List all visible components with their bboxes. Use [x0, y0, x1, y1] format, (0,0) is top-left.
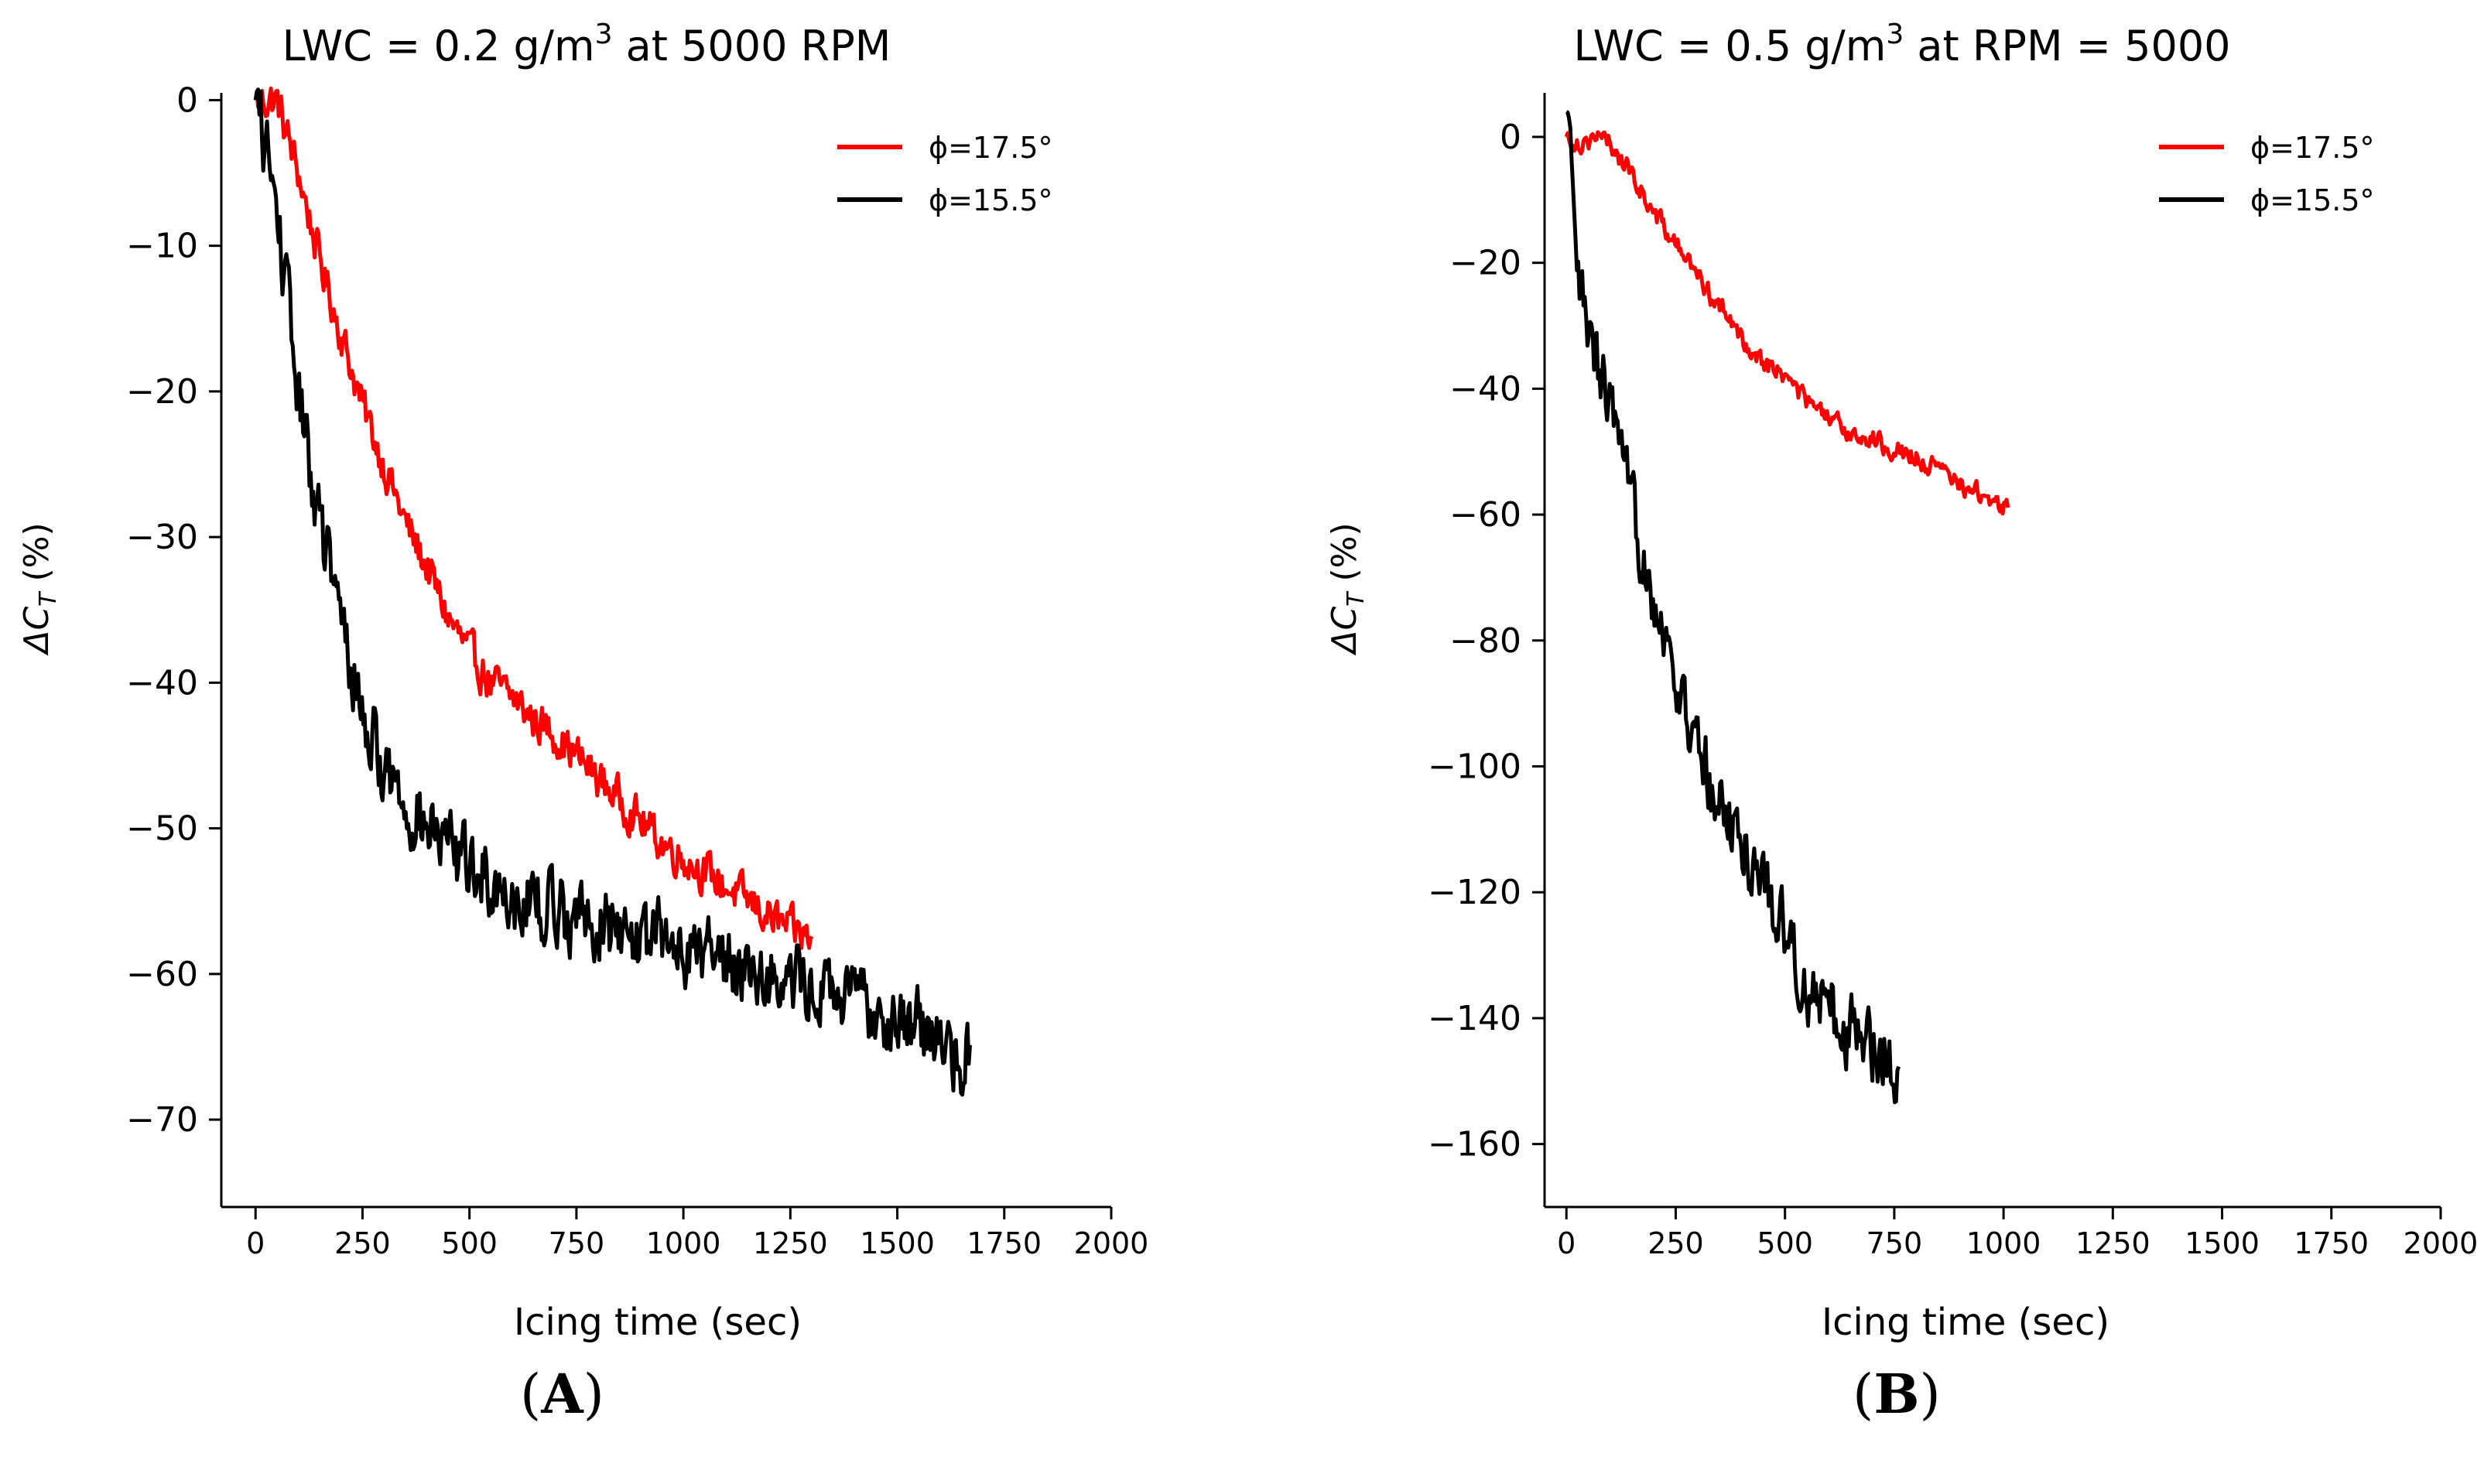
y-tick-label: −40 [126, 663, 198, 703]
y-tick-label: −160 [1428, 1125, 1521, 1164]
legend-a: ϕ=17.5° ϕ=15.5° [837, 131, 1053, 217]
x-tick-label: 1250 [753, 1226, 828, 1260]
x-tick-label: 1500 [860, 1226, 935, 1260]
x-tick-label: 0 [1557, 1226, 1576, 1260]
x-tick-label: 750 [549, 1226, 605, 1260]
y-tick-label: −70 [126, 1100, 198, 1140]
x-tick-label: 2000 [1074, 1226, 1149, 1260]
chart-panel-a: LWC = 0.2 g/m3 at 5000 RPM ΔCT (%) Icing… [17, 19, 1148, 1344]
y-tick-label: −30 [126, 518, 198, 557]
y-tick-label: 0 [1500, 118, 1521, 157]
y-tick-label: −20 [1449, 244, 1521, 283]
axes-b [1543, 93, 2441, 1209]
y-tick-label: −60 [126, 955, 198, 994]
chart-title-a: LWC = 0.2 g/m3 at 5000 RPM [282, 19, 891, 70]
y-tick-label: −120 [1428, 873, 1521, 912]
legend-label-phi-17-5-a: ϕ=17.5° [929, 131, 1053, 165]
y-tick-label: −100 [1428, 747, 1521, 787]
x-tick-label: 1750 [2294, 1226, 2369, 1260]
ticks-b: 0 250 500 750 1000 1250 1500 1750 2000 0 −20 −40 −60… [1428, 118, 2478, 1260]
series-line-phi-15-5-b [1565, 110, 1901, 1105]
chart-panel-b: LWC = 0.5 g/m3 at RPM = 5000 ΔCT (%) Ici… [1325, 19, 2478, 1344]
panel-label-b: (B) [1853, 1362, 1941, 1426]
y-tick-label: −50 [126, 809, 198, 849]
y-axis-label-a: ΔCT (%) [17, 522, 62, 655]
x-tick-label: 1750 [967, 1226, 1042, 1260]
x-tick-label: 250 [1647, 1226, 1704, 1260]
y-tick-label: −20 [126, 372, 198, 412]
y-tick-label: −60 [1449, 495, 1521, 535]
y-tick-label: −10 [126, 227, 198, 266]
x-tick-label: 1000 [1966, 1226, 2041, 1260]
x-tick-label: 1500 [2185, 1226, 2260, 1260]
legend-label-phi-17-5-b: ϕ=17.5° [2250, 131, 2375, 165]
x-axis-label-a: Icing time (sec) [514, 1301, 802, 1344]
series-line-phi-17-5-a [253, 86, 814, 950]
y-tick-label: −80 [1449, 621, 1521, 661]
x-tick-label: 500 [441, 1226, 498, 1260]
x-tick-label: 750 [1866, 1226, 1923, 1260]
legend-label-phi-15-5-a: ϕ=15.5° [929, 183, 1053, 217]
series-group-b [1564, 110, 2010, 1105]
legend-label-phi-15-5-b: ϕ=15.5° [2250, 183, 2375, 217]
y-axis-label-b: ΔCT (%) [1325, 522, 1370, 655]
series-line-phi-15-5-a [253, 87, 972, 1097]
x-tick-label: 500 [1757, 1226, 1813, 1260]
x-axis-label-b: Icing time (sec) [1822, 1301, 2109, 1344]
axes-a [220, 93, 1111, 1209]
x-tick-label: 1000 [646, 1226, 721, 1260]
x-tick-label: 250 [334, 1226, 391, 1260]
y-tick-label: 0 [176, 80, 198, 120]
x-tick-label: 1250 [2075, 1226, 2150, 1260]
y-tick-label: −140 [1428, 999, 1521, 1038]
x-tick-label: 2000 [2404, 1226, 2479, 1260]
series-group-a [253, 86, 972, 1097]
legend-b: ϕ=17.5° ϕ=15.5° [2159, 131, 2375, 217]
ticks-a: 0 250 500 750 1000 1250 1500 1750 2000 0 −10 −20 −30… [126, 80, 1148, 1260]
chart-title-b: LWC = 0.5 g/m3 at RPM = 5000 [1573, 19, 2230, 70]
panel-label-a: (A) [520, 1362, 604, 1426]
x-tick-label: 0 [246, 1226, 265, 1260]
series-line-phi-17-5-b [1564, 130, 2010, 516]
y-tick-label: −40 [1449, 369, 1521, 409]
